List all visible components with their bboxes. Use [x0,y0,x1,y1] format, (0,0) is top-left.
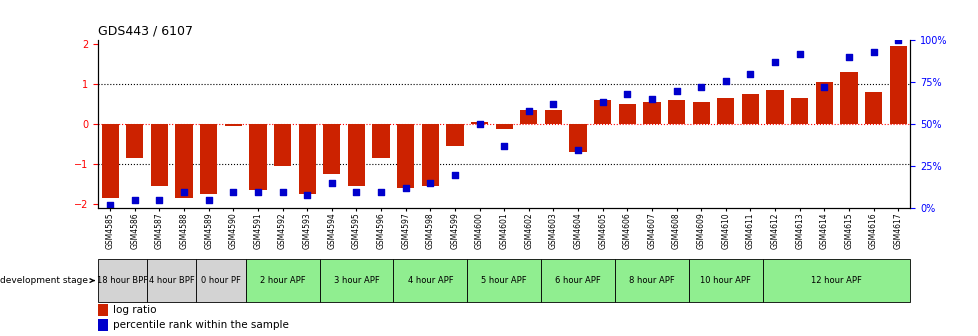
Point [520,108,536,114]
Point [225,189,241,194]
Bar [98,304,108,316]
Point [668,88,684,93]
Bar [175,124,193,198]
Text: 5 hour APF: 5 hour APF [481,276,526,285]
Text: 12 hour APF: 12 hour APF [811,276,862,285]
Text: 8 hour APF: 8 hour APF [629,276,674,285]
Point [249,189,265,194]
Bar [618,104,636,124]
Bar [298,124,316,194]
Point [791,51,807,56]
Bar [544,110,561,124]
Bar [667,100,685,124]
Bar [393,259,467,302]
Text: 10 hour APF: 10 hour APF [699,276,750,285]
Bar [643,102,660,124]
Text: 6 hour APF: 6 hour APF [555,276,600,285]
Bar [98,259,147,302]
Bar [347,124,365,186]
Point [644,96,659,102]
Point [348,189,364,194]
Text: log ratio: log ratio [113,305,156,315]
Text: 4 hour APF: 4 hour APF [407,276,453,285]
Bar [98,319,108,331]
Point [889,38,905,43]
Bar [766,90,782,124]
Point [545,101,560,107]
Bar [839,72,857,124]
Bar [245,259,319,302]
Bar [249,124,266,190]
Bar [274,124,290,166]
Point [324,180,339,186]
Point [127,197,143,203]
Text: development stage: development stage [0,276,94,285]
Point [397,185,413,191]
Point [742,71,758,77]
Point [176,189,192,194]
Bar [225,124,242,126]
Bar [519,110,537,124]
Point [275,189,290,194]
Point [422,180,438,186]
Point [569,147,585,152]
Point [595,100,610,105]
Point [152,197,167,203]
Bar [446,124,463,146]
Bar [323,124,340,174]
Bar [319,259,393,302]
Point [619,91,635,97]
Text: 4 hour BPF: 4 hour BPF [149,276,195,285]
Bar [200,124,217,194]
Text: 2 hour APF: 2 hour APF [259,276,305,285]
Point [840,54,856,60]
Bar [147,259,197,302]
Bar [470,122,488,124]
Bar [691,102,709,124]
Bar [762,259,910,302]
Text: percentile rank within the sample: percentile rank within the sample [113,320,289,330]
Bar [422,124,438,186]
Point [373,189,388,194]
Point [816,85,831,90]
Bar [397,124,414,188]
Bar [717,98,734,124]
Bar [126,124,144,158]
Bar [102,124,118,198]
Text: 0 hour PF: 0 hour PF [200,276,241,285]
Text: 18 hour BPF: 18 hour BPF [97,276,148,285]
Bar [614,259,689,302]
Bar [372,124,389,158]
Bar [815,82,832,124]
Point [717,78,733,83]
Point [692,85,708,90]
Point [103,202,118,208]
Point [471,122,487,127]
Bar [790,98,808,124]
Point [299,192,315,198]
Point [496,143,511,149]
Text: GDS443 / 6107: GDS443 / 6107 [98,25,193,38]
Bar [689,259,762,302]
Bar [864,92,881,124]
Text: 3 hour APF: 3 hour APF [333,276,378,285]
Point [200,197,216,203]
Point [865,49,880,55]
Bar [889,46,906,124]
Bar [741,94,758,124]
Bar [197,259,245,302]
Bar [467,259,541,302]
Bar [495,124,512,129]
Bar [151,124,168,186]
Bar [541,259,614,302]
Bar [594,100,610,124]
Point [767,59,782,65]
Point [447,172,463,177]
Bar [569,124,586,152]
